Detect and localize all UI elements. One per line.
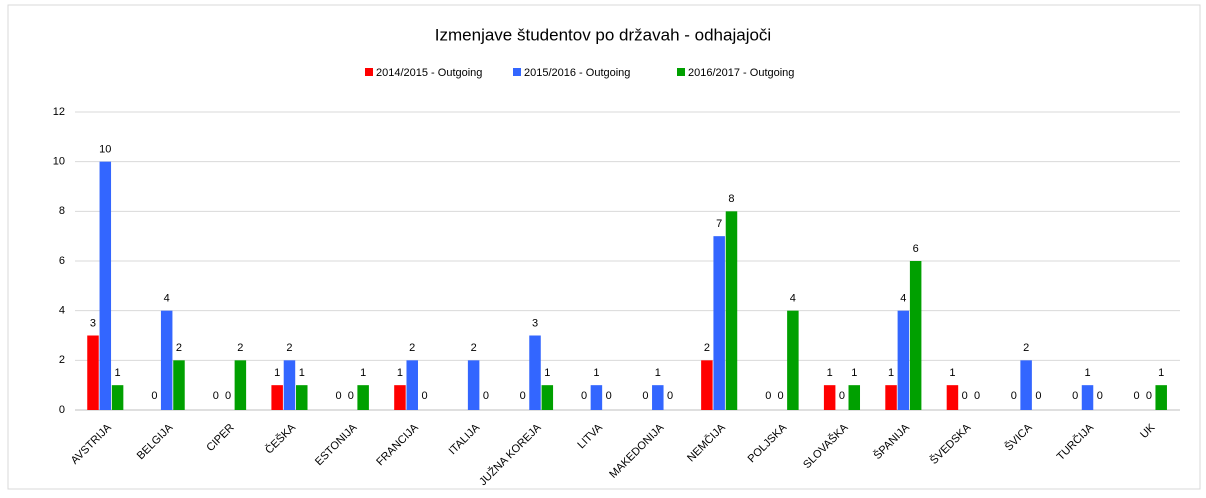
data-label: 0 [1097, 390, 1103, 402]
data-label: 0 [839, 390, 845, 402]
data-label: 2 [704, 342, 710, 354]
bar [87, 335, 99, 410]
bar [406, 360, 418, 410]
data-label: 4 [164, 293, 170, 305]
data-label: 1 [827, 367, 833, 379]
data-label: 3 [90, 317, 96, 329]
data-label: 0 [974, 390, 980, 402]
bar [713, 236, 725, 410]
chart-title: Izmenjave študentov po državah - odhajaj… [435, 25, 771, 44]
data-label: 6 [913, 243, 919, 255]
data-label: 1 [1084, 367, 1090, 379]
legend-swatch [365, 68, 373, 76]
y-tick-label: 8 [59, 205, 65, 217]
data-label: 0 [225, 390, 231, 402]
bar [357, 385, 369, 410]
data-label: 0 [335, 390, 341, 402]
y-tick-label: 10 [53, 156, 65, 168]
bar [394, 385, 406, 410]
data-label: 1 [397, 367, 403, 379]
legend-label: 2015/2016 - Outgoing [524, 67, 630, 79]
bar [725, 211, 738, 410]
data-label: 0 [765, 390, 771, 402]
data-label: 0 [667, 390, 673, 402]
bar [271, 385, 283, 410]
legend-label: 2016/2017 - Outgoing [688, 67, 794, 79]
data-label: 10 [99, 144, 111, 156]
legend-label: 2014/2015 - Outgoing [376, 67, 482, 79]
chart-border [7, 4, 1201, 490]
data-label: 1 [115, 367, 121, 379]
data-label: 1 [544, 367, 550, 379]
data-label: 1 [1158, 367, 1164, 379]
data-label: 2 [409, 342, 415, 354]
data-label: 2 [1023, 342, 1029, 354]
data-label: 0 [778, 390, 784, 402]
data-label: 2 [286, 342, 292, 354]
y-tick-label: 0 [59, 404, 65, 416]
data-label: 8 [728, 193, 734, 205]
bar [946, 385, 959, 410]
bar [885, 385, 897, 410]
bar [1155, 385, 1167, 410]
data-label: 0 [1035, 390, 1041, 402]
data-label: 4 [790, 293, 796, 305]
data-label: 1 [593, 367, 599, 379]
data-label: 1 [274, 367, 280, 379]
legend-swatch [513, 68, 521, 76]
data-label: 0 [520, 390, 526, 402]
data-label: 1 [360, 367, 366, 379]
data-label: 0 [1072, 390, 1078, 402]
legend-swatch [677, 68, 685, 76]
data-label: 0 [348, 390, 354, 402]
bar [99, 161, 112, 410]
bar [1081, 385, 1094, 410]
data-label: 4 [900, 293, 906, 305]
bar [173, 360, 185, 410]
y-tick-label: 12 [53, 106, 65, 118]
bar [160, 310, 173, 410]
data-label: 0 [151, 390, 157, 402]
y-tick-label: 6 [59, 255, 65, 267]
bar [590, 385, 603, 410]
y-tick-label: 2 [59, 354, 65, 366]
bar [111, 385, 124, 410]
data-label: 2 [471, 342, 477, 354]
data-label: 0 [1011, 390, 1017, 402]
bar [283, 360, 296, 410]
bar [652, 385, 664, 410]
bar [897, 310, 910, 410]
data-label: 1 [655, 367, 661, 379]
bar [541, 385, 554, 410]
bar [529, 335, 541, 410]
data-label: 0 [1146, 390, 1152, 402]
data-label: 1 [949, 367, 955, 379]
bar [467, 360, 480, 410]
data-label: 2 [237, 342, 243, 354]
bar [823, 385, 836, 410]
bar [787, 310, 799, 410]
bar [234, 360, 247, 410]
data-label: 0 [483, 390, 489, 402]
data-label: 0 [962, 390, 968, 402]
data-label: 1 [299, 367, 305, 379]
data-label: 0 [1134, 390, 1140, 402]
y-tick-label: 4 [59, 305, 65, 317]
bar [909, 261, 922, 410]
bar [701, 360, 713, 410]
data-label: 3 [532, 317, 538, 329]
data-label: 7 [716, 218, 722, 230]
bar [848, 385, 861, 410]
data-label: 0 [642, 390, 648, 402]
data-label: 0 [606, 390, 612, 402]
data-label: 0 [581, 390, 587, 402]
data-label: 1 [888, 367, 894, 379]
bar [296, 385, 308, 410]
data-label: 2 [176, 342, 182, 354]
bar [1020, 360, 1032, 410]
data-label: 0 [213, 390, 219, 402]
data-label: 0 [421, 390, 427, 402]
data-label: 1 [851, 367, 857, 379]
